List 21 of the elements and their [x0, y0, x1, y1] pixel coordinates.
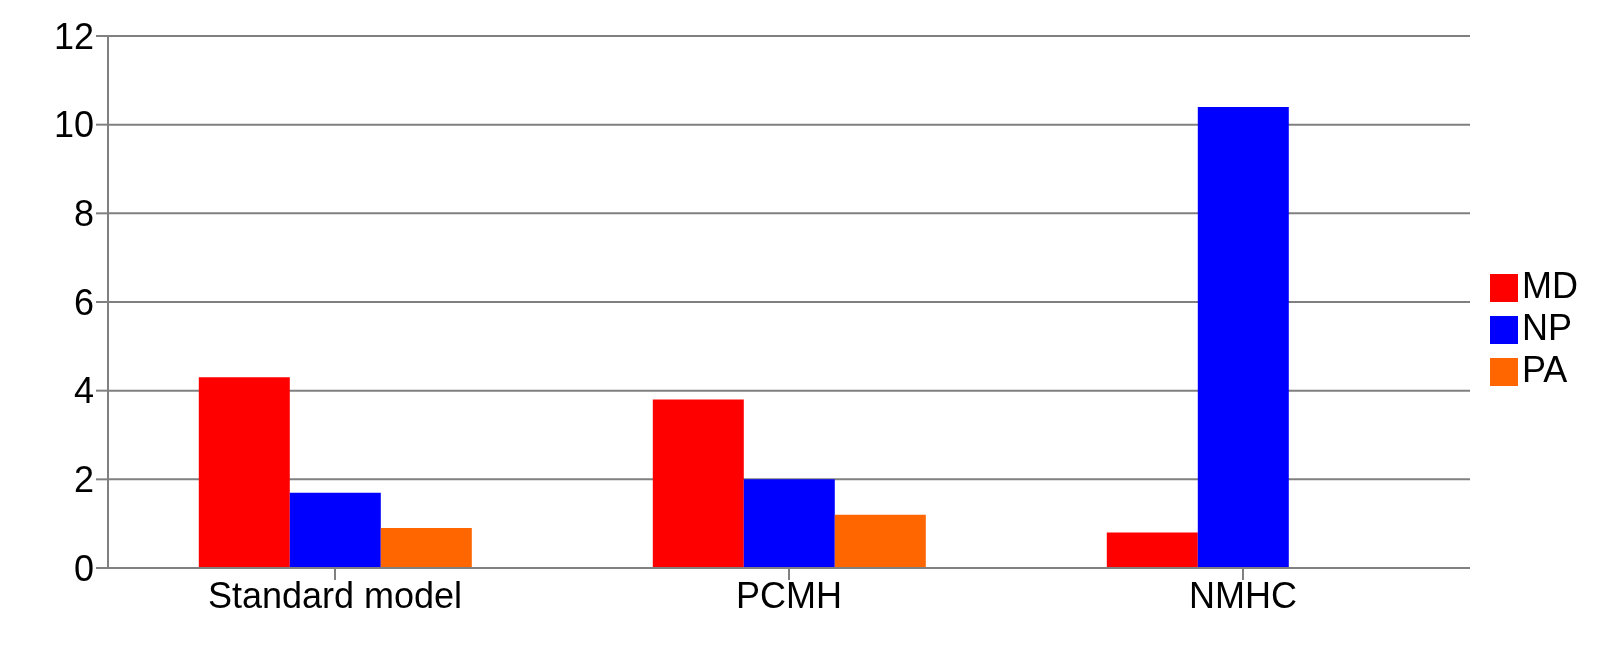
y-tick-label: 10: [53, 104, 94, 146]
bar: [1197, 106, 1289, 568]
bar: [198, 377, 290, 568]
y-tick-label: 12: [53, 15, 94, 57]
bar: [743, 479, 835, 568]
legend-label: PA: [1522, 349, 1568, 390]
bar: [834, 514, 926, 568]
y-tick-label: 6: [73, 281, 94, 323]
y-tick-label: 8: [73, 193, 94, 235]
bar: [289, 492, 381, 568]
bar: [652, 399, 744, 568]
x-tick-label: PCMH: [736, 574, 842, 616]
legend-label: MD: [1522, 265, 1578, 306]
bar: [380, 528, 472, 568]
x-tick-label: NMHC: [1189, 574, 1297, 616]
x-tick-label: Standard model: [207, 574, 463, 616]
y-tick-label: 4: [73, 370, 94, 412]
y-tick-label: 2: [73, 459, 94, 501]
y-tick-label: 0: [73, 547, 94, 589]
legend-label: NP: [1522, 307, 1573, 348]
bar: [1106, 532, 1198, 568]
